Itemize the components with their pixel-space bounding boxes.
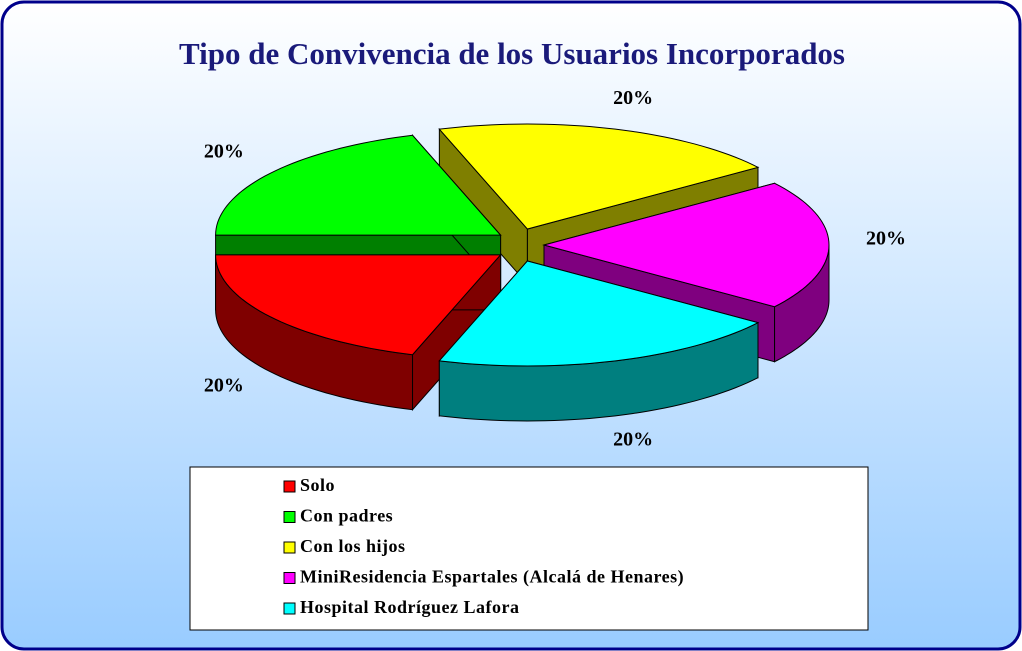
slice (542, 182, 830, 308)
legend (189, 466, 869, 631)
slice (215, 134, 502, 236)
data-label: 20% (613, 428, 653, 450)
slice (215, 254, 502, 356)
slice (438, 260, 760, 367)
chart-title: Tipo de Convivencia de los Usuarios Inco… (179, 36, 845, 71)
legend-label: Hospital Rodríguez Lafora (300, 597, 520, 617)
slice (438, 259, 760, 422)
legend-swatch (283, 511, 296, 523)
slice (438, 123, 760, 230)
data-label: 20% (866, 228, 906, 250)
legend-label: Con padres (300, 506, 393, 526)
slice (215, 253, 502, 412)
legend-label: Solo (300, 475, 335, 495)
legend-swatch (283, 541, 296, 554)
data-label: 20% (613, 87, 653, 109)
legend-swatch (283, 602, 296, 615)
data-label: 20% (204, 375, 244, 397)
legend-swatch (283, 572, 296, 584)
data-label: 20% (204, 141, 244, 163)
legend-swatch (283, 480, 296, 493)
legend-label: Con los hijos (300, 536, 406, 556)
legend-label: MiniResidencia Espartales (Alcalá de Hen… (300, 567, 684, 588)
